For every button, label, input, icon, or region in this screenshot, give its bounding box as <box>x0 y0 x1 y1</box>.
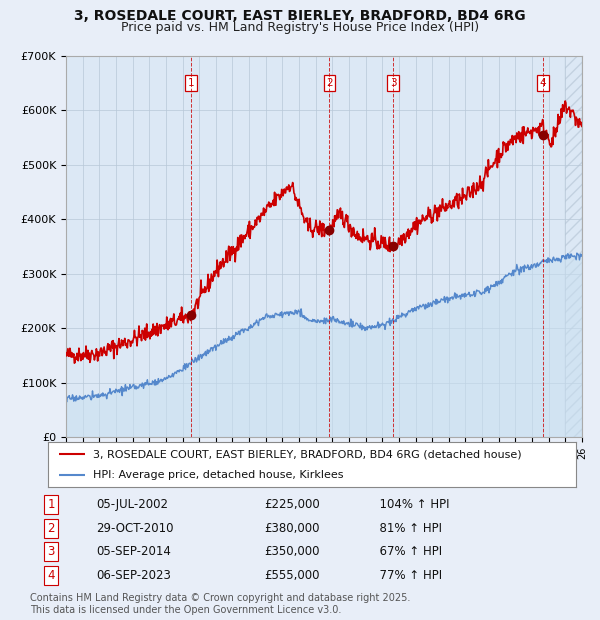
Text: 81% ↑ HPI: 81% ↑ HPI <box>372 522 442 534</box>
Text: 05-SEP-2014: 05-SEP-2014 <box>96 546 171 558</box>
Text: £555,000: £555,000 <box>264 569 320 582</box>
Text: 3, ROSEDALE COURT, EAST BIERLEY, BRADFORD, BD4 6RG: 3, ROSEDALE COURT, EAST BIERLEY, BRADFOR… <box>74 9 526 24</box>
Text: 67% ↑ HPI: 67% ↑ HPI <box>372 546 442 558</box>
Text: 4: 4 <box>540 78 547 88</box>
Text: 1: 1 <box>47 498 55 511</box>
Text: 2: 2 <box>47 522 55 534</box>
Text: HPI: Average price, detached house, Kirklees: HPI: Average price, detached house, Kirk… <box>93 469 343 480</box>
Text: 1: 1 <box>188 78 194 88</box>
Text: £225,000: £225,000 <box>264 498 320 511</box>
Text: Contains HM Land Registry data © Crown copyright and database right 2025.
This d: Contains HM Land Registry data © Crown c… <box>30 593 410 615</box>
Text: 104% ↑ HPI: 104% ↑ HPI <box>372 498 449 511</box>
Text: 3: 3 <box>390 78 397 88</box>
Text: 4: 4 <box>47 569 55 582</box>
Text: £380,000: £380,000 <box>264 522 320 534</box>
Text: £350,000: £350,000 <box>264 546 320 558</box>
Text: 05-JUL-2002: 05-JUL-2002 <box>96 498 168 511</box>
Text: 77% ↑ HPI: 77% ↑ HPI <box>372 569 442 582</box>
Text: 3, ROSEDALE COURT, EAST BIERLEY, BRADFORD, BD4 6RG (detached house): 3, ROSEDALE COURT, EAST BIERLEY, BRADFOR… <box>93 449 521 459</box>
Text: 06-SEP-2023: 06-SEP-2023 <box>96 569 171 582</box>
Text: 29-OCT-2010: 29-OCT-2010 <box>96 522 173 534</box>
Text: 2: 2 <box>326 78 333 88</box>
Text: Price paid vs. HM Land Registry's House Price Index (HPI): Price paid vs. HM Land Registry's House … <box>121 21 479 34</box>
Text: 3: 3 <box>47 546 55 558</box>
